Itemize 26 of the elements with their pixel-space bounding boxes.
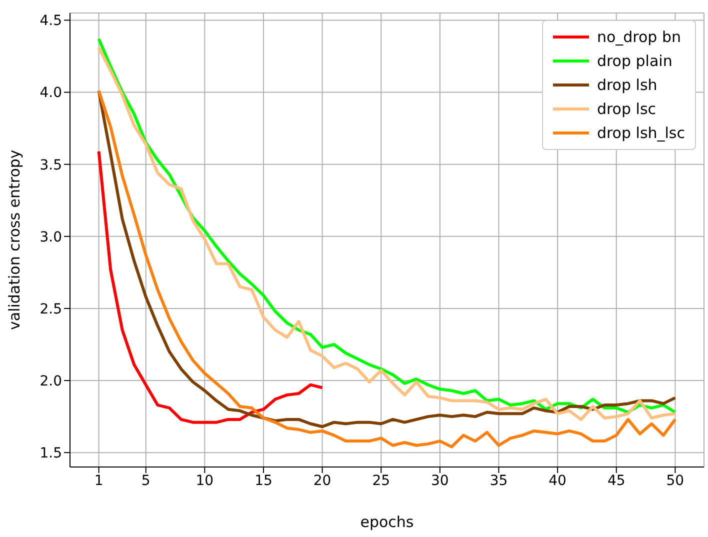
x-tick-label: 50 <box>666 472 684 489</box>
x-tick-label: 15 <box>254 472 272 489</box>
legend-label: drop lsh_lsc <box>596 123 685 144</box>
x-tick-label: 40 <box>548 472 566 489</box>
x-axis-title: epochs <box>360 513 414 531</box>
x-tick-label: 25 <box>372 472 390 489</box>
y-axis-title: validation cross entropy <box>5 150 24 330</box>
legend-label: drop lsh <box>596 75 658 96</box>
y-tick-label: 2.5 <box>40 301 62 318</box>
y-tick-label: 1.5 <box>40 446 62 462</box>
y-tick-label: 3.5 <box>40 157 62 174</box>
x-tick-label: 45 <box>607 472 626 489</box>
y-tick-label: 3.0 <box>40 229 62 246</box>
x-tick-label: 20 <box>313 472 332 489</box>
legend-label: drop lsc <box>596 99 656 120</box>
x-tick-label: 35 <box>490 472 508 489</box>
x-tick-label: 30 <box>431 472 449 489</box>
y-tick-label: 4.0 <box>40 85 62 102</box>
x-tick-label: 1 <box>94 472 104 489</box>
x-tick-label: 10 <box>196 472 214 489</box>
legend-label: no_drop bn <box>596 27 681 48</box>
y-tick-label: 2.0 <box>40 373 62 390</box>
y-tick-label: 4.5 <box>40 13 62 30</box>
line-series <box>97 150 324 424</box>
legend-label: drop plain <box>596 51 672 72</box>
x-tick-label: 5 <box>141 472 150 489</box>
